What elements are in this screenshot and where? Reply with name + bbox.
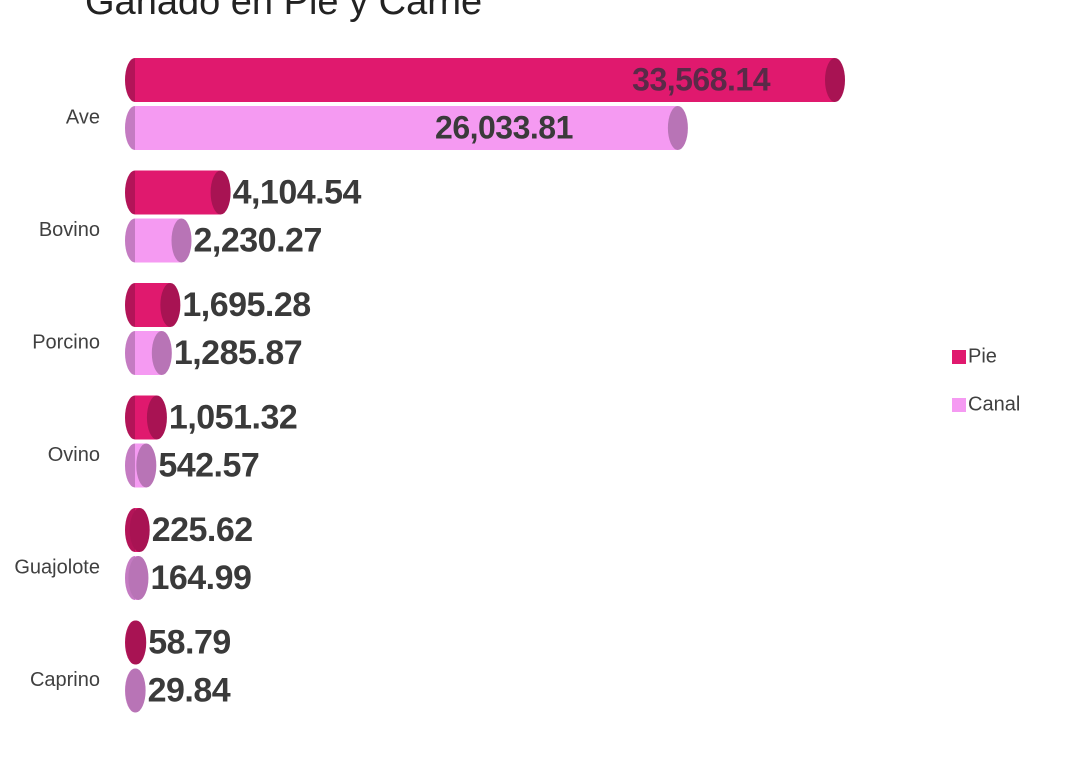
bar-cap [160, 283, 180, 327]
chart-title: Ganado en Pie y Carne [85, 0, 482, 23]
data-label: 542.57 [158, 446, 259, 484]
category-label: Bovino [39, 219, 100, 241]
data-label: 29.84 [148, 671, 231, 709]
category-label: Caprino [30, 669, 100, 691]
bar-cap [126, 669, 146, 713]
legend-swatch [952, 398, 966, 412]
data-label: 58.79 [148, 623, 231, 661]
chart: Ganado en Pie y Carne Ave 33,568.14 26,033… [0, 0, 1078, 759]
category-label: Ovino [48, 444, 100, 466]
category-label: Porcino [32, 331, 100, 353]
legend-label: Canal [968, 393, 1020, 415]
legend-swatch [952, 350, 966, 364]
bar-cap [211, 171, 231, 215]
data-label: 225.62 [152, 511, 253, 549]
data-label: 2,230.27 [194, 221, 322, 259]
bar-cap [147, 396, 167, 440]
bar-cap [128, 556, 148, 600]
data-label: 1,695.28 [182, 286, 310, 324]
data-label: 1,051.32 [169, 398, 297, 436]
data-label: 164.99 [150, 559, 251, 597]
bar [135, 106, 678, 150]
data-label: 4,104.54 [233, 173, 362, 211]
bar-cap [668, 106, 688, 150]
bar-cap [136, 444, 156, 488]
legend-label: Pie [968, 345, 997, 367]
bar-cap [126, 621, 146, 665]
category-label: Ave [66, 106, 100, 128]
bar-cap [152, 331, 172, 375]
data-label: 1,285.87 [174, 334, 302, 372]
data-label: 33,568.14 [632, 61, 771, 97]
bar-cap [172, 219, 192, 263]
bar [135, 171, 221, 215]
bar-cap [825, 58, 845, 102]
data-label: 26,033.81 [435, 109, 573, 145]
category-label: Guajolote [14, 556, 100, 578]
bar-cap [130, 508, 150, 552]
